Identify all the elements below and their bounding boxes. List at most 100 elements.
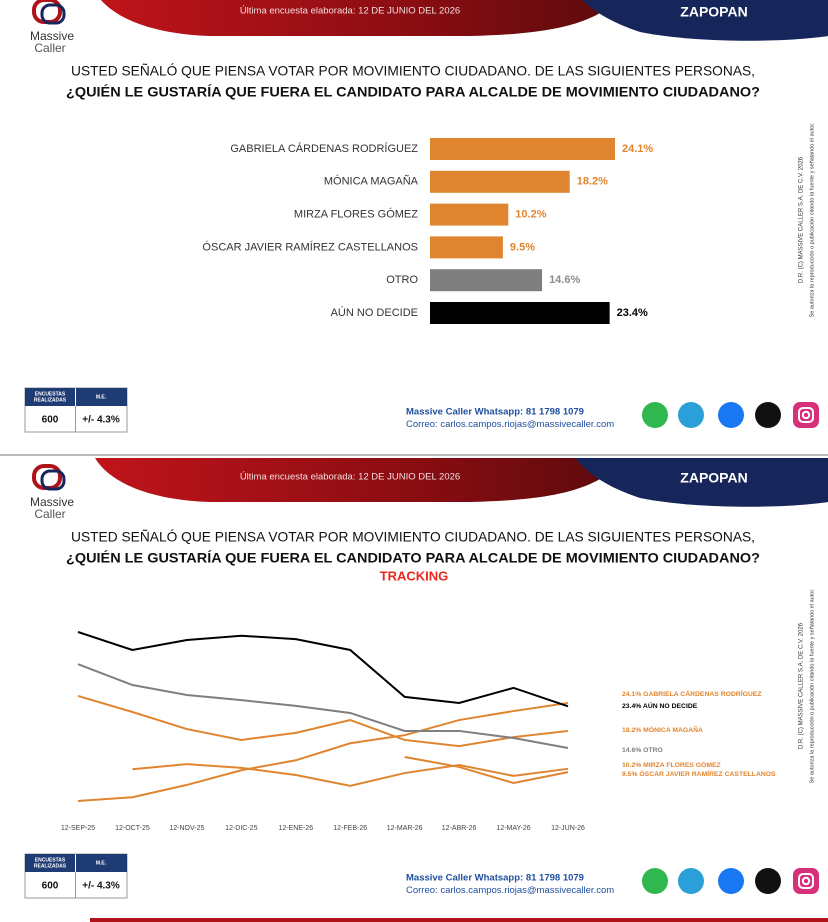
logo-text: Massive [30,495,74,509]
x-tick-label: 12-JUN-26 [551,825,585,832]
logo-mark [40,3,66,25]
slide: Última encuesta elaborada: 12 DE JUNIO D… [24,0,828,433]
chart: GABRIELA CÁRDENAS RODRÍGUEZ 24.1% MÓNICA M… [202,138,653,324]
category-label: MIRZA FLORES GÓMEZ [294,208,418,221]
social-icon-detail [798,407,814,423]
table-header [25,854,75,872]
x-tick-label: 12-FEB-26 [333,825,367,832]
region-name: ZAPOPAN [680,4,747,20]
table-value: +/- 4.3% [82,881,120,892]
rights-text: Se autoriza la reproducción o publicació… [809,122,815,317]
category-label: MÓNICA MAGAÑA [324,175,419,188]
value-label: 18.2% [577,176,608,188]
logo-text: Massive [30,29,74,43]
table-header-text: REALIZADAS [34,397,67,403]
contact-text: Massive Caller Whatsapp: 81 1798 1079 [406,873,584,884]
category-label: ÓSCAR JAVIER RAMÍREZ CASTELLANOS [202,240,418,253]
question-line: ¿QUIÉN LE GUSTARÍA QUE FUERA EL CANDIDAT… [66,550,760,566]
question-line: ¿QUIÉN LE GUSTARÍA QUE FUERA EL CANDIDAT… [66,84,760,100]
question-line: USTED SEÑALÓ QUE PIENSA VOTAR POR MOVIMI… [71,63,755,79]
value-label: 9.5% [510,241,535,253]
social-icon [793,868,819,894]
bar [430,138,615,160]
value-label: 14.6% [549,274,580,286]
social-icon [718,402,744,428]
social-icon [755,402,781,428]
social-icon [718,868,744,894]
logo-mark [40,469,66,491]
social-icon [678,868,704,894]
series-end-label: 14.6% OTRO [622,747,663,754]
table-header-text: M.E. [96,860,107,866]
bar [430,302,610,324]
bar [430,203,509,226]
banner-text: Última encuesta elaborada: 12 DE JUNIO D… [240,472,460,483]
question-line: USTED SEÑALÓ QUE PIENSA VOTAR POR MOVIMI… [71,529,755,545]
x-tick-label: 12-ENE-26 [278,825,313,832]
table-header-text: M.E. [96,394,107,400]
series-line [404,755,569,785]
social-icon [642,402,668,428]
series-line [77,663,569,749]
series-line [77,631,569,708]
social-icon [678,402,704,428]
series-line [77,694,569,748]
table-value: 600 [42,881,59,892]
header-swoosh [95,458,625,502]
bar [430,269,543,292]
series-end-label: 24.1% GABRIELA CÁRDENAS RODRÍGUEZ [622,689,761,698]
x-tick-label: 12-DIC-25 [225,825,257,832]
social-icon [642,868,668,894]
header-swoosh [101,0,618,36]
series-end-label: 23.4% AÚN NO DECIDE [622,701,698,710]
table-header-text: ENCUESTAS [35,857,66,863]
social-icon [755,868,781,894]
series-line [77,702,569,802]
table-value: +/- 4.3% [82,415,120,426]
chart: TRACKING 12-SEP-25 12-OCT-25 12-NOV-25 12-DI… [61,568,776,831]
x-tick-label: 12-OCT-25 [115,825,150,832]
series-end-label: 9.5% ÓSCAR JAVIER RAMÍREZ CASTELLANOS [622,769,776,778]
rights-text: D.R. (C) MASSIVE CALLER S.A. DE C.V. 202… [799,156,805,283]
value-label: 24.1% [622,143,653,155]
region-name: ZAPOPAN [680,470,747,486]
social-icon-detail [801,876,811,886]
bar [430,236,503,259]
value-label: 23.4% [617,307,648,319]
social-icon [793,402,819,428]
x-tick-label: 12-MAR-26 [387,825,423,832]
category-label: AÚN NO DECIDE [331,306,418,319]
logo-text: Caller [34,41,65,55]
rights-text: Se autoriza la reproducción o publicació… [809,588,815,783]
bar [430,170,570,193]
category-label: GABRIELA CÁRDENAS RODRÍGUEZ [230,142,418,155]
table-header [25,388,75,406]
contact-text: Correo: carlos.campos.riojas@massivecall… [406,885,614,896]
rights-text: D.R. (C) MASSIVE CALLER S.A. DE C.V. 202… [799,622,805,749]
header-region-shape [575,458,828,507]
category-label: OTRO [386,274,418,286]
social-icon-detail [801,410,811,420]
value-label: 10.2% [515,209,546,221]
table-header-text: REALIZADAS [34,863,67,869]
logo-text: Caller [34,507,65,521]
contact-text: Correo: carlos.campos.riojas@massivecall… [406,419,614,430]
chart-subtitle: TRACKING [380,568,449,583]
table-header [76,388,127,406]
table-header [76,854,127,872]
x-tick-label: 12-SEP-25 [61,825,95,832]
slide: Última encuesta elaborada: 12 DE JUNIO D… [24,458,828,899]
x-tick-label: 12-MAY-26 [496,825,530,832]
series-end-label: 10.2% MIRZA FLORES GÓMEZ [622,760,721,769]
contact-text: Massive Caller Whatsapp: 81 1798 1079 [406,407,584,418]
header-region-shape [582,0,828,41]
social-icon-detail [798,873,814,889]
series-line [132,763,569,787]
bottom-bar [90,918,828,922]
x-tick-label: 12-NOV-25 [169,825,204,832]
series-end-label: 18.2% MÓNICA MAGAÑA [622,725,703,734]
banner-text: Última encuesta elaborada: 12 DE JUNIO D… [240,6,460,17]
x-tick-label: 12-ABR-26 [442,825,477,832]
table-header-text: ENCUESTAS [35,391,66,397]
